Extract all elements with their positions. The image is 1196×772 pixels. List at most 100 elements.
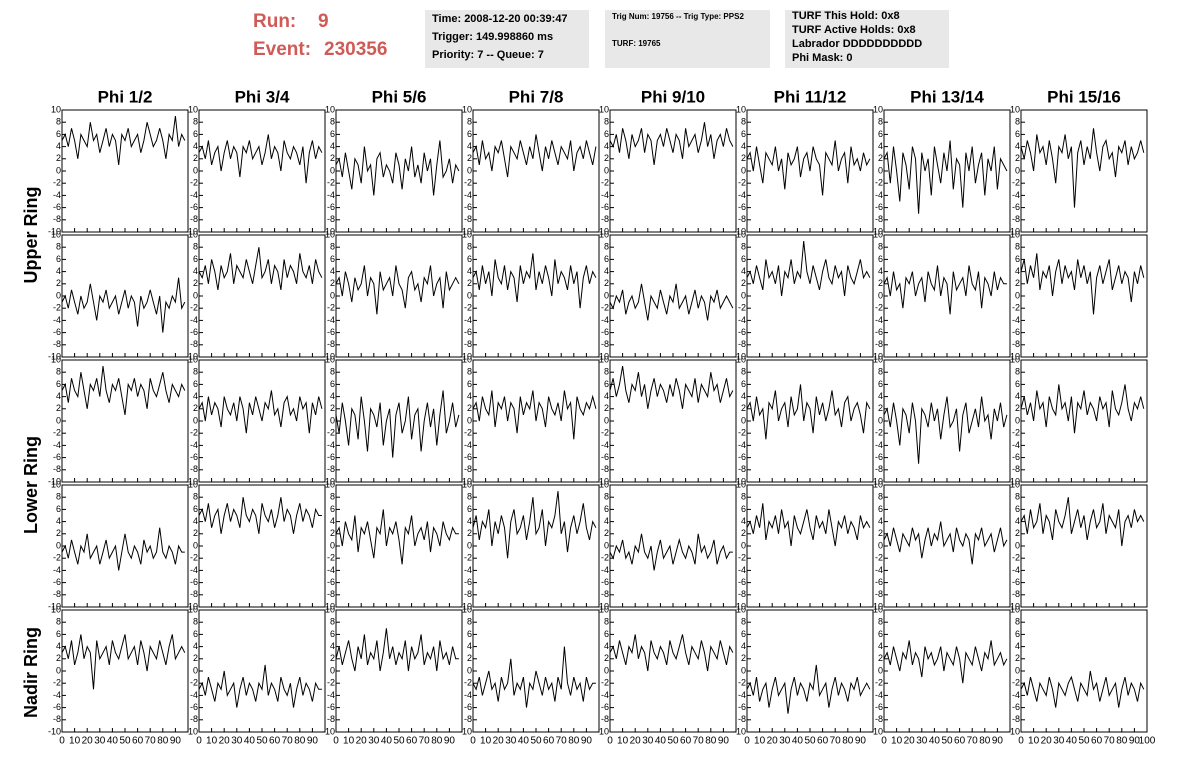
x-tick-label: 80: [979, 736, 991, 747]
y-tick-label: 6: [1015, 379, 1020, 389]
y-tick-label: 2: [1015, 403, 1020, 413]
y-tick-label: 10: [462, 354, 472, 364]
y-tick-label: 4: [56, 266, 61, 276]
y-tick-label: 0: [467, 540, 472, 550]
x-tick-label: 0: [470, 736, 476, 747]
x-tick-label: 20: [356, 736, 368, 747]
y-tick-label: -2: [601, 303, 609, 313]
y-tick-label: 4: [193, 641, 198, 651]
y-tick-label: 10: [1010, 604, 1020, 614]
y-tick-label: 0: [56, 165, 61, 175]
y-tick-label: -6: [738, 202, 746, 212]
waveform: [883, 640, 1008, 684]
x-tick-label: 50: [119, 736, 131, 747]
y-tick-label: 4: [604, 391, 609, 401]
y-tick-label: 8: [467, 617, 472, 627]
y-tick-label: -10: [48, 476, 61, 486]
y-tick-label: 8: [878, 492, 883, 502]
y-tick-label: -10: [322, 226, 335, 236]
y-tick-label: -2: [738, 428, 746, 438]
y-tick-label: 0: [193, 665, 198, 675]
y-tick-label: 2: [878, 653, 883, 663]
y-tick-label: -6: [190, 202, 198, 212]
y-tick-label: -6: [327, 577, 335, 587]
y-tick-label: 10: [51, 229, 61, 239]
x-tick-label: 50: [667, 736, 679, 747]
y-tick-label: -2: [601, 178, 609, 188]
y-tick-label: 4: [467, 516, 472, 526]
y-tick-label: 8: [878, 367, 883, 377]
y-tick-label: 2: [467, 278, 472, 288]
y-tick-label: 10: [188, 479, 198, 489]
waveform: [1020, 670, 1145, 708]
y-tick-label: -4: [327, 690, 335, 700]
y-tick-label: -10: [322, 726, 335, 736]
y-tick-label: 10: [599, 229, 609, 239]
y-tick-label: 10: [599, 354, 609, 364]
y-tick-label: 4: [878, 516, 883, 526]
column-title: Phi 9/10: [641, 87, 705, 106]
y-tick-label: 0: [878, 665, 883, 675]
y-tick-label: 8: [1015, 242, 1020, 252]
y-tick-label: 0: [741, 540, 746, 550]
x-tick-label: 50: [804, 736, 816, 747]
waveform: [609, 533, 733, 571]
y-tick-label: -2: [875, 428, 883, 438]
y-tick-label: 2: [56, 528, 61, 538]
y-tick-label: 2: [330, 153, 335, 163]
y-tick-label: -10: [185, 726, 198, 736]
y-tick-label: -8: [190, 339, 198, 349]
y-tick-label: 6: [56, 629, 61, 639]
x-tick-label: 60: [680, 736, 692, 747]
y-tick-label: 4: [604, 641, 609, 651]
x-tick-label: 80: [294, 736, 306, 747]
y-tick-label: -10: [733, 351, 746, 361]
y-tick-label: 4: [1015, 516, 1020, 526]
y-tick-label: -10: [459, 226, 472, 236]
waveform: [1020, 497, 1145, 547]
y-tick-label: 0: [878, 165, 883, 175]
y-tick-label: 8: [604, 492, 609, 502]
y-tick-label: 2: [604, 153, 609, 163]
y-tick-label: 8: [1015, 617, 1020, 627]
y-tick-label: 4: [330, 391, 335, 401]
y-tick-label: -8: [53, 339, 61, 349]
y-tick-label: 4: [193, 266, 198, 276]
x-tick-label: 70: [830, 736, 842, 747]
y-tick-label: 10: [873, 354, 883, 364]
run-label: Run:: [253, 11, 296, 32]
y-tick-label: -4: [875, 565, 883, 575]
y-tick-label: -2: [464, 553, 472, 563]
y-tick-label: -10: [870, 726, 883, 736]
x-tick-label: 40: [107, 736, 119, 747]
y-tick-label: -2: [1012, 678, 1020, 688]
info-text: Priority: 7 -- Queue: 7: [432, 49, 544, 61]
y-tick-label: -6: [327, 702, 335, 712]
y-tick-label: -4: [464, 565, 472, 575]
y-tick-label: -8: [875, 714, 883, 724]
y-tick-label: 6: [193, 379, 198, 389]
y-tick-label: -10: [870, 351, 883, 361]
waveform: [198, 497, 322, 534]
y-tick-label: -2: [53, 678, 61, 688]
y-tick-label: -4: [1012, 690, 1020, 700]
info-text: TURF Active Holds: 0x8: [792, 24, 916, 36]
y-tick-label: 8: [878, 242, 883, 252]
y-tick-label: 4: [330, 641, 335, 651]
y-tick-label: -8: [190, 589, 198, 599]
y-tick-label: -8: [1012, 464, 1020, 474]
y-tick-label: -2: [327, 678, 335, 688]
y-tick-label: 0: [741, 665, 746, 675]
y-tick-label: -10: [48, 351, 61, 361]
y-tick-label: -8: [738, 589, 746, 599]
x-tick-label: 90: [444, 736, 456, 747]
y-tick-label: 6: [330, 254, 335, 264]
y-tick-label: -6: [53, 702, 61, 712]
y-tick-label: -8: [327, 464, 335, 474]
y-tick-label: -6: [327, 452, 335, 462]
y-tick-label: -6: [53, 327, 61, 337]
y-tick-label: 6: [1015, 254, 1020, 264]
y-tick-label: -8: [738, 214, 746, 224]
y-tick-label: -2: [190, 303, 198, 313]
x-tick-label: 40: [244, 736, 256, 747]
